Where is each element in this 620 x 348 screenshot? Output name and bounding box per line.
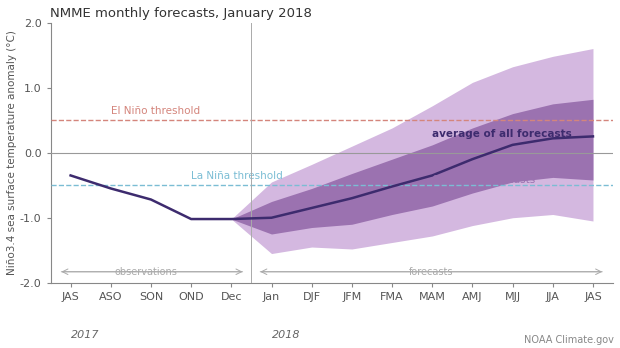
Text: 2017: 2017 <box>71 330 99 340</box>
Y-axis label: Niño3.4 sea surface temperature anomaly (°C): Niño3.4 sea surface temperature anomaly … <box>7 30 17 275</box>
Text: NMME monthly forecasts, January 2018: NMME monthly forecasts, January 2018 <box>50 7 312 20</box>
Text: forecasts: forecasts <box>409 267 453 277</box>
Text: La Niña threshold: La Niña threshold <box>191 171 283 181</box>
Text: 2018: 2018 <box>272 330 300 340</box>
Text: NOAA Climate.gov: NOAA Climate.gov <box>524 334 614 345</box>
Text: average of all forecasts: average of all forecasts <box>432 129 572 140</box>
Text: El Niño threshold: El Niño threshold <box>111 105 200 116</box>
Text: 68% of all forecasts: 68% of all forecasts <box>432 175 536 185</box>
Text: observations: observations <box>115 267 177 277</box>
Text: 95% of all forecasts: 95% of all forecasts <box>432 207 536 218</box>
